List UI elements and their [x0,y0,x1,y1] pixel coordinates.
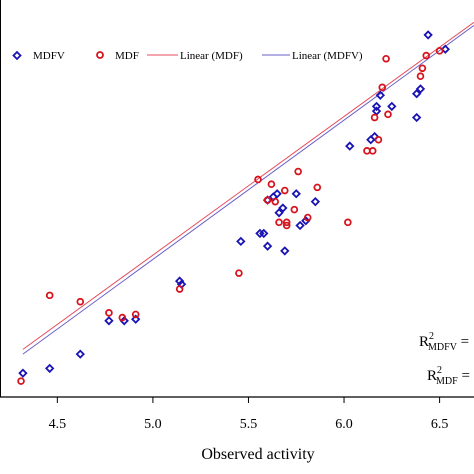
x-tick-label: 4.5 [49,417,67,432]
data-point-mdf [235,269,243,277]
data-point-mdfv [423,30,433,40]
data-point-mdfv [45,363,55,374]
r2-mdf-tail: = [458,368,470,384]
legend-label-mdfv: MDFV [33,50,65,62]
data-point-mdf [303,213,312,222]
legend-label-linear-mdf: Linear (MDF) [180,50,243,62]
trend-line-linear-mdf [22,21,474,350]
r2-mdf-sub: MDF [436,376,458,387]
data-point-mdfv [236,236,246,247]
data-point-mdf [313,183,322,192]
data-point-mdfv [440,44,451,54]
data-point-mdf [76,297,85,306]
r2-mdf-sup: 2 [437,365,442,376]
data-points [17,30,451,385]
data-point-mdf [290,205,299,214]
data-point-mdf [384,110,392,119]
data-point-mdfv [411,89,422,99]
data-point-mdfv [272,189,282,199]
data-point-mdfv [75,349,85,359]
data-point-mdf [263,196,272,204]
legend-marker-mdfv [12,50,22,61]
data-point-mdf [294,167,302,176]
legend-label-linear-mdfv: Linear (MDFV) [292,50,363,62]
data-point-mdfv [278,203,288,213]
data-point-mdfv [104,316,114,326]
data-point-mdf [118,313,127,322]
r2-mdf-annotation: R2 MDF = [427,365,470,387]
data-point-mdfv [291,189,301,199]
data-point-mdf [368,147,377,155]
x-tick-label: 5.0 [144,417,162,432]
data-point-mdfv [345,141,355,151]
legend: MDFV MDF Linear (MDF) Linear (MDFV) [12,50,363,62]
data-point-mdfv [131,314,141,324]
data-point-mdf [254,175,262,184]
trend-lines [22,21,474,355]
data-point-mdf [435,47,444,55]
data-point-mdfv [369,131,380,142]
data-point-mdf [374,135,383,144]
data-point-mdfv [415,84,426,94]
r2-mdf-base: R [427,368,437,384]
data-point-mdfv [274,208,284,218]
data-point-mdfv [280,246,290,256]
data-point-mdf [17,377,25,385]
r2-mdfv-tail: = [457,334,469,350]
data-point-mdf [416,72,425,81]
data-point-mdfv [259,228,269,239]
x-tick-label: 6.5 [431,417,449,432]
r2-mdfv-sub: MDFV [428,342,458,353]
data-point-mdf [131,310,140,319]
data-point-mdf [370,113,379,122]
data-point-mdf [275,218,283,227]
x-axis-title: Observed activity [201,446,314,463]
legend-label-mdf: MDF [115,50,139,62]
data-point-mdf [382,54,390,63]
x-tick-label: 5.5 [240,417,258,432]
r2-mdfv-sup: 2 [429,331,434,342]
data-point-mdf [378,83,387,92]
data-point-mdf [282,218,291,227]
data-point-mdf [271,197,280,206]
r2-mdfv-base: R [419,334,429,350]
data-point-mdfv [262,241,273,251]
data-point-mdf [422,51,431,60]
trend-line-linear-mdfv [22,25,474,355]
data-point-mdf [267,180,276,189]
data-point-mdfv [371,101,382,112]
data-point-mdfv [387,101,397,112]
data-point-mdfv [375,90,386,100]
data-point-mdfv [295,220,305,231]
data-point-mdf [105,309,113,317]
x-tick-label: 6.0 [335,417,353,432]
data-point-mdfv [310,197,321,207]
data-point-mdf [344,218,352,227]
data-point-mdf [45,291,54,300]
data-point-mdf [418,64,427,73]
data-point-mdf [175,285,184,293]
data-point-mdf [282,221,291,230]
x-axis-ticks: 4.5 5.0 5.5 6.0 6.5 [49,397,449,432]
legend-marker-mdf [96,51,104,59]
data-point-mdfv [411,112,422,123]
data-point-mdf [280,186,289,195]
data-point-mdfv [18,368,28,378]
r2-mdfv-annotation: R2 MDFV = [419,331,469,353]
